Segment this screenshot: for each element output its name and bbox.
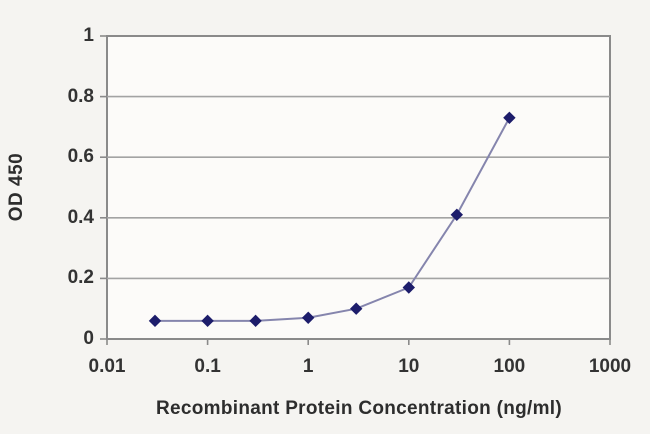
- y-tick-label: 0.6: [67, 146, 94, 168]
- y-axis-title: OD 450: [6, 152, 27, 222]
- data-point-marker: [201, 314, 214, 328]
- data-point-marker: [450, 208, 464, 221]
- y-tick-label: 0: [83, 328, 94, 349]
- x-tick-label: 0.01: [88, 356, 126, 377]
- x-tick-label: 10: [398, 356, 420, 377]
- series-line: [154, 117, 511, 322]
- y-tick-label: 0.4: [67, 206, 94, 228]
- y-tick-label: 1: [83, 25, 94, 46]
- data-point-marker: [349, 302, 363, 315]
- data-point-marker: [249, 314, 262, 328]
- x-tick-label: 0.1: [194, 356, 221, 377]
- data-point-marker: [148, 314, 162, 328]
- data-point-marker: [503, 111, 516, 125]
- plot-border: [106, 35, 611, 340]
- data-point-marker: [402, 281, 416, 294]
- data-point-marker: [301, 311, 315, 324]
- x-tick-label: 1: [302, 356, 314, 377]
- x-tick-label: 1000: [588, 356, 632, 377]
- x-axis-title: Recombinant Protein Concentration (ng/ml…: [155, 398, 563, 419]
- y-tick-label: 0.2: [67, 267, 94, 289]
- y-tick-label: 0.8: [67, 85, 94, 107]
- x-tick-label: 100: [493, 356, 526, 377]
